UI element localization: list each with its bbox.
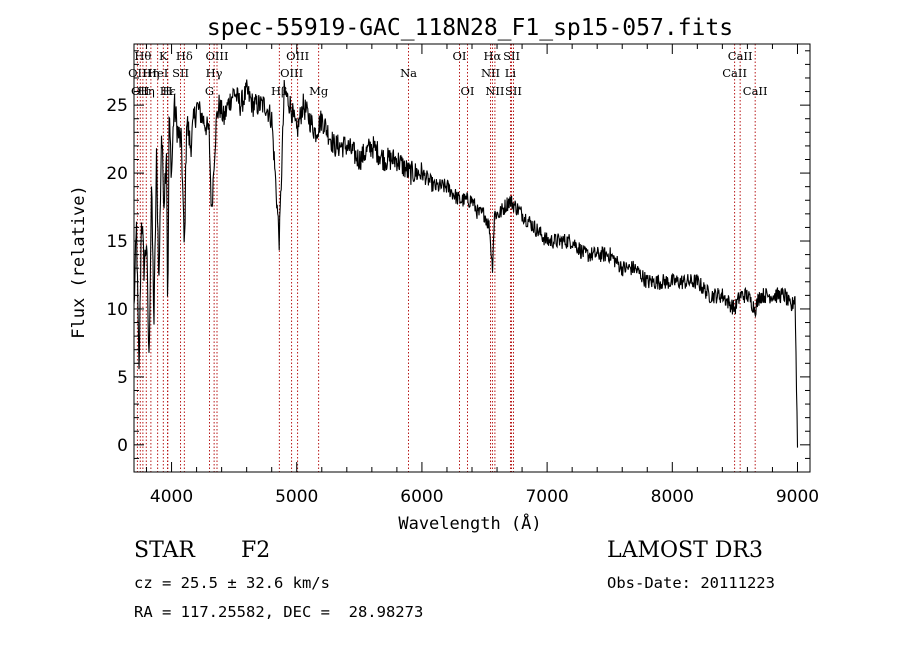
chart-title: spec-55919-GAC_118N28_F1_sp15-057.fits: [207, 15, 733, 41]
plot-frame: [133, 43, 811, 473]
line-label-6563: Hα: [484, 49, 502, 63]
redshift-velocity: cz = 25.5 ± 32.6 km/s: [134, 574, 330, 592]
line-label-8542: CaII: [728, 49, 753, 63]
x-tick-label: 4000: [150, 487, 193, 507]
observation-date: Obs-Date: 20111223: [607, 574, 775, 592]
line-label-4959: OIII: [280, 66, 303, 80]
line-label-6364: OI: [461, 84, 475, 98]
line-label-4303: G: [205, 84, 214, 98]
line-label-5893: Na: [400, 66, 417, 80]
y-tick-labels: 0 5 10 15 20 25: [106, 96, 128, 456]
x-tick-label: 7000: [525, 487, 568, 507]
line-label-4072: SII: [172, 66, 189, 80]
line-label-6716: SII: [503, 49, 520, 63]
object-class: STAR: [134, 538, 195, 563]
axis-ticks: [134, 44, 810, 473]
x-tick-label: 9000: [776, 487, 819, 507]
x-tick-label: 8000: [651, 487, 694, 507]
x-tick-labels: 4000 5000 6000 7000 8000 9000: [150, 487, 819, 507]
line-label-5175: Mg: [309, 84, 329, 98]
object-subclass: F2: [241, 538, 271, 563]
line-label-3889: HeI: [147, 66, 168, 80]
y-tick-label: 20: [106, 164, 128, 184]
y-axis-label: Flux (relative): [69, 185, 89, 339]
line-label-6583: NII: [485, 84, 504, 98]
line-label-3798: Hη: [138, 84, 155, 98]
line-label-6731: SII: [505, 84, 522, 98]
coordinates: RA = 117.25582, DEC = 28.98273: [134, 603, 424, 621]
line-label-6707: Li: [505, 66, 517, 80]
x-tick-label: 6000: [400, 487, 443, 507]
line-label-4102: Hδ: [176, 49, 193, 63]
y-tick-label: 10: [106, 300, 128, 320]
line-label-3727: OII: [128, 66, 147, 80]
line-label-3750: OII: [131, 84, 150, 98]
line-label-4340: Hγ: [206, 66, 223, 80]
spectral-line-labels: OIIOIIHθHηHηHeIKHHεSIIHδGHγOIIIHβOIIIOII…: [128, 49, 767, 98]
line-label-3934: K: [159, 49, 168, 63]
survey-name: LAMOST DR3: [607, 538, 763, 563]
line-label-3771: Hθ: [134, 49, 151, 63]
flux-series-line: [133, 79, 799, 448]
line-label-3968: H: [163, 84, 173, 98]
line-label-3970: Hε: [160, 84, 176, 98]
line-label-4363: OIII: [205, 49, 228, 63]
y-tick-label: 15: [106, 232, 128, 252]
y-tick-label: 0: [117, 436, 128, 456]
line-label-5007: OIII: [286, 49, 309, 63]
y-tick-label: 5: [117, 368, 128, 388]
x-tick-label: 5000: [275, 487, 318, 507]
spectral-line-markers: [136, 44, 756, 472]
x-axis-label: Wavelength (Å): [398, 512, 541, 534]
line-label-6548: NII: [481, 66, 500, 80]
y-tick-label: 25: [106, 96, 128, 116]
line-label-6300: OI: [452, 49, 466, 63]
line-label-8662: CaII: [743, 84, 768, 98]
line-label-8498: CaII: [722, 66, 747, 80]
line-label-3835: Hη: [142, 66, 159, 80]
